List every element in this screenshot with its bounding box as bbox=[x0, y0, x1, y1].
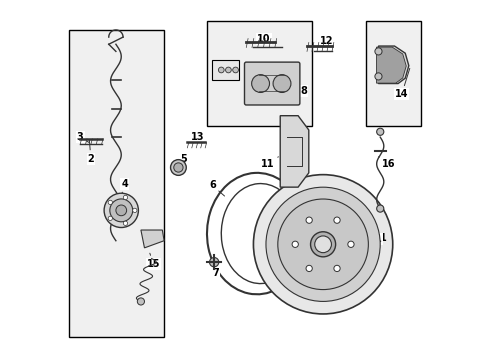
Circle shape bbox=[374, 73, 381, 80]
Circle shape bbox=[305, 217, 312, 223]
Circle shape bbox=[333, 217, 340, 223]
Text: 3: 3 bbox=[77, 132, 89, 143]
Circle shape bbox=[272, 75, 290, 93]
Text: 2: 2 bbox=[87, 140, 94, 163]
Circle shape bbox=[253, 175, 392, 314]
Text: 15: 15 bbox=[146, 253, 160, 269]
Circle shape bbox=[251, 75, 269, 93]
Circle shape bbox=[108, 216, 112, 220]
Polygon shape bbox=[141, 230, 164, 248]
Circle shape bbox=[291, 241, 298, 247]
Circle shape bbox=[376, 128, 383, 135]
Circle shape bbox=[347, 241, 353, 247]
Text: 14: 14 bbox=[394, 68, 409, 99]
Polygon shape bbox=[280, 116, 308, 187]
Polygon shape bbox=[378, 46, 408, 84]
FancyBboxPatch shape bbox=[244, 62, 299, 105]
Circle shape bbox=[116, 205, 126, 216]
Circle shape bbox=[209, 257, 218, 267]
Circle shape bbox=[333, 265, 340, 271]
Circle shape bbox=[104, 193, 138, 228]
Circle shape bbox=[310, 232, 335, 257]
Text: 1: 1 bbox=[374, 233, 386, 243]
Circle shape bbox=[374, 48, 381, 55]
Circle shape bbox=[170, 159, 186, 175]
Circle shape bbox=[132, 208, 137, 212]
Circle shape bbox=[108, 200, 112, 204]
Circle shape bbox=[123, 221, 127, 225]
Text: 16: 16 bbox=[378, 157, 395, 169]
Text: 1: 1 bbox=[346, 234, 381, 244]
Bar bbox=[365, 21, 421, 126]
Text: 6: 6 bbox=[208, 180, 224, 196]
Circle shape bbox=[314, 236, 331, 253]
Circle shape bbox=[376, 205, 383, 212]
Polygon shape bbox=[376, 47, 406, 83]
Circle shape bbox=[277, 199, 367, 289]
Circle shape bbox=[110, 199, 132, 222]
Circle shape bbox=[265, 187, 380, 301]
Circle shape bbox=[232, 67, 238, 73]
Text: 5: 5 bbox=[178, 154, 187, 167]
Bar bbox=[69, 30, 164, 337]
Text: 9: 9 bbox=[219, 64, 226, 74]
Text: 7: 7 bbox=[212, 262, 219, 278]
Circle shape bbox=[305, 265, 312, 271]
Circle shape bbox=[173, 163, 183, 172]
Circle shape bbox=[123, 195, 127, 199]
Circle shape bbox=[137, 298, 144, 305]
Bar bbox=[212, 60, 239, 80]
Text: 8: 8 bbox=[293, 86, 306, 96]
Circle shape bbox=[225, 67, 231, 73]
Circle shape bbox=[218, 67, 224, 73]
Text: 10: 10 bbox=[257, 34, 270, 44]
Bar bbox=[206, 21, 312, 126]
Text: 13: 13 bbox=[191, 132, 204, 142]
Text: 4: 4 bbox=[121, 179, 128, 193]
Text: 11: 11 bbox=[261, 157, 278, 169]
Text: 12: 12 bbox=[319, 36, 333, 46]
